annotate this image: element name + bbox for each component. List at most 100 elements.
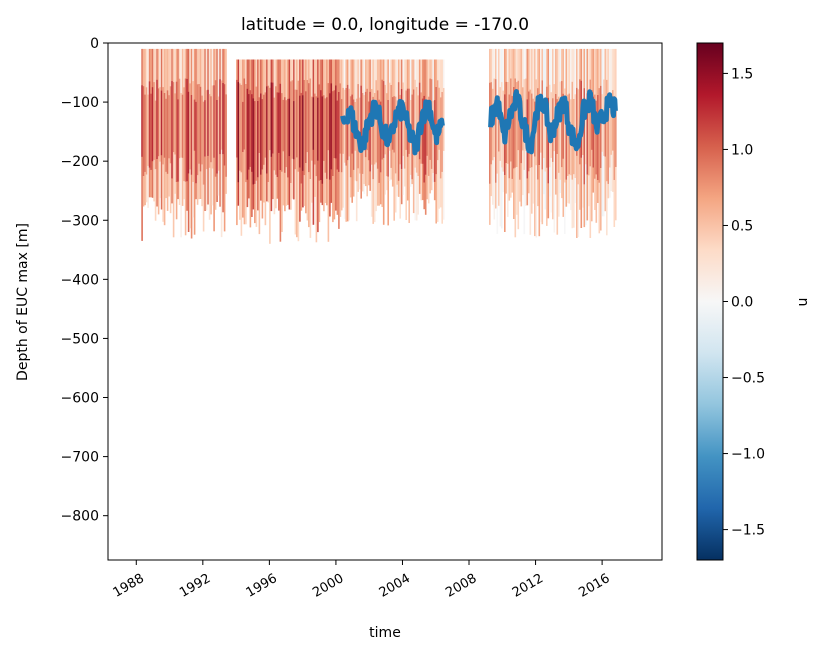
heatmap-core — [514, 78, 517, 168]
heatmap-core — [312, 97, 315, 150]
heatmap-core — [323, 95, 325, 161]
heatmap-core — [516, 82, 518, 167]
heatmap-core — [306, 80, 309, 153]
heatmap-core — [157, 88, 160, 157]
heatmap-column — [327, 59, 330, 242]
heatmap-core — [252, 98, 255, 185]
heatmap-core — [564, 88, 566, 183]
heatmap-core — [285, 100, 288, 168]
heatmap-core — [565, 100, 568, 180]
heatmap-core — [438, 87, 440, 150]
heatmap-core — [610, 98, 613, 155]
heatmap-core — [541, 80, 544, 170]
heatmap-core — [213, 85, 215, 158]
heatmap-core — [145, 87, 148, 175]
heatmap-core — [281, 93, 283, 172]
colorbar-tick-label: 1.5 — [731, 66, 753, 82]
heatmap-core — [540, 93, 542, 153]
heatmap-core — [330, 83, 333, 170]
x-tick-label: 2004 — [377, 571, 413, 601]
colorbar-tick-label: 0.0 — [731, 295, 753, 311]
heatmap-core — [397, 82, 400, 181]
heatmap-core — [537, 88, 539, 180]
heatmap-core — [511, 95, 514, 179]
heatmap-core — [255, 86, 258, 181]
heatmap-core — [279, 83, 282, 170]
heatmap-core — [151, 87, 154, 162]
heatmap-core — [495, 79, 497, 183]
heatmap-core — [399, 94, 401, 165]
heatmap-core — [207, 89, 209, 156]
heatmap-core — [326, 97, 328, 179]
heatmap-core — [562, 93, 565, 159]
heatmap-core — [272, 82, 274, 154]
heatmap-core — [426, 99, 428, 156]
heatmap-core — [583, 88, 586, 185]
heatmap-core — [264, 92, 267, 158]
heatmap-core — [282, 99, 285, 152]
heatmap-core — [174, 93, 176, 155]
heatmap-core — [314, 93, 316, 165]
heatmap-core — [604, 98, 607, 157]
y-tick-label: −700 — [61, 450, 99, 466]
heatmap-core — [296, 89, 298, 158]
heatmap-core — [261, 99, 264, 170]
heatmap-core — [243, 78, 246, 150]
heatmap-core — [248, 94, 250, 170]
heatmap-core — [150, 93, 152, 170]
heatmap-core — [144, 94, 146, 172]
heatmap-core — [609, 95, 611, 168]
heatmap-core — [340, 99, 343, 173]
heatmap-core — [159, 87, 161, 162]
heatmap-core — [163, 93, 166, 158]
heatmap-core — [210, 96, 212, 163]
heatmap-core — [439, 97, 442, 179]
y-tick-label: −600 — [61, 391, 99, 407]
heatmap-core — [376, 90, 379, 169]
heatmap-core — [396, 100, 398, 185]
x-tick-label: 2008 — [443, 571, 479, 601]
heatmap-core — [169, 86, 172, 164]
heatmap-core — [349, 96, 352, 178]
plot-area — [141, 48, 618, 244]
heatmap-core — [299, 95, 301, 168]
heatmap-core — [168, 95, 170, 159]
heatmap-core — [195, 101, 197, 184]
y-axis-label: Depth of EUC max [m] — [15, 223, 31, 381]
heatmap-core — [436, 80, 439, 161]
heatmap-core — [269, 87, 271, 151]
y-tick-label: 0 — [90, 36, 99, 52]
y-tick-label: −500 — [61, 331, 99, 347]
heatmap-core — [154, 100, 157, 170]
heatmap-core — [257, 101, 259, 178]
heatmap-core — [204, 100, 206, 157]
heatmap-core — [267, 85, 270, 182]
heatmap-core — [320, 90, 322, 180]
heatmap-core — [427, 96, 430, 176]
heatmap-core — [300, 92, 303, 184]
heatmap-core — [172, 82, 175, 153]
heatmap-core — [198, 84, 200, 164]
heatmap-core — [225, 94, 227, 177]
heatmap-core — [222, 83, 224, 155]
heatmap-core — [315, 96, 318, 177]
heatmap-core — [561, 81, 563, 168]
heatmap-core — [288, 98, 291, 157]
heatmap-core — [276, 92, 279, 177]
heatmap-core — [559, 81, 562, 180]
heatmap-core — [236, 79, 238, 158]
heatmap-core — [606, 79, 608, 182]
heatmap-core — [266, 86, 268, 174]
colorbar-gradient — [696, 42, 724, 561]
heatmap-core — [290, 81, 292, 183]
heatmap-core — [156, 79, 158, 159]
colorbar-ticks: 1.5 1.0 0.5 0.0 −0.5 −1.0 −1.5 — [723, 66, 765, 539]
heatmap-core — [498, 100, 500, 152]
heatmap-core — [220, 80, 223, 150]
y-tick-label: −300 — [61, 213, 99, 229]
heatmap-core — [201, 95, 203, 165]
heatmap-core — [585, 97, 587, 165]
heatmap-core — [525, 78, 527, 151]
heatmap-core — [223, 84, 226, 166]
